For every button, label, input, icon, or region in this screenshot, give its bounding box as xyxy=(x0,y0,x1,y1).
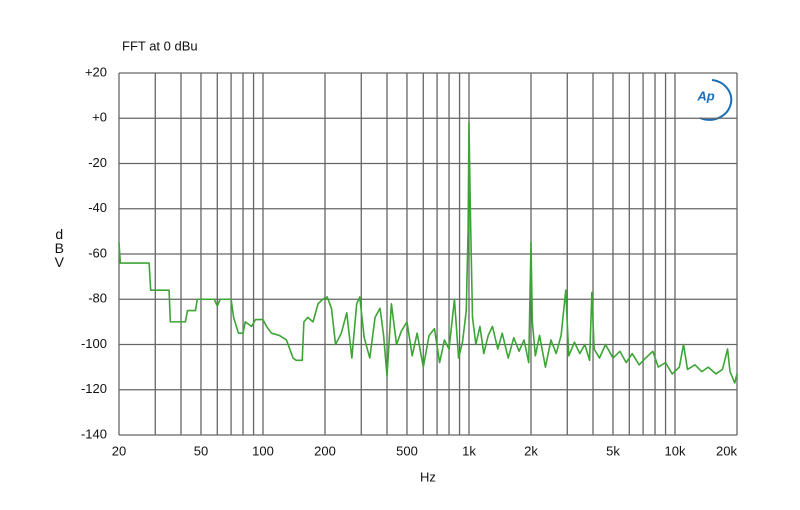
logo: Ap xyxy=(696,79,733,121)
y-tick-label: -60 xyxy=(88,245,107,260)
x-tick-label: 500 xyxy=(396,443,418,458)
x-tick-label: 20 xyxy=(112,443,126,458)
logo-text: Ap xyxy=(696,88,714,103)
y-tick-label: +20 xyxy=(85,64,107,79)
x-tick-label: 200 xyxy=(314,443,336,458)
y-tick-label: -20 xyxy=(88,155,107,170)
y-axis-label: dBV xyxy=(51,226,67,268)
y-tick-label: -140 xyxy=(81,426,107,441)
x-tick-label: 2k xyxy=(524,443,538,458)
y-tick-label: -80 xyxy=(88,291,107,306)
y-tick-label: +0 xyxy=(92,110,107,125)
x-tick-label: 10k xyxy=(665,443,686,458)
logo-ring xyxy=(699,79,733,121)
y-tick-label: -100 xyxy=(81,336,107,351)
x-axis-label: Hz xyxy=(420,469,436,484)
x-tick-label: 50 xyxy=(194,443,208,458)
chart-title: FFT at 0 dBu xyxy=(122,38,198,53)
x-tick-label: 100 xyxy=(252,443,274,458)
x-tick-label: 1k xyxy=(462,443,476,458)
x-tick-label: 5k xyxy=(606,443,620,458)
y-tick-label: -40 xyxy=(88,200,107,215)
y-tick-label: -120 xyxy=(81,381,107,396)
x-tick-label: 20k xyxy=(716,443,737,458)
fft-line xyxy=(118,121,738,384)
